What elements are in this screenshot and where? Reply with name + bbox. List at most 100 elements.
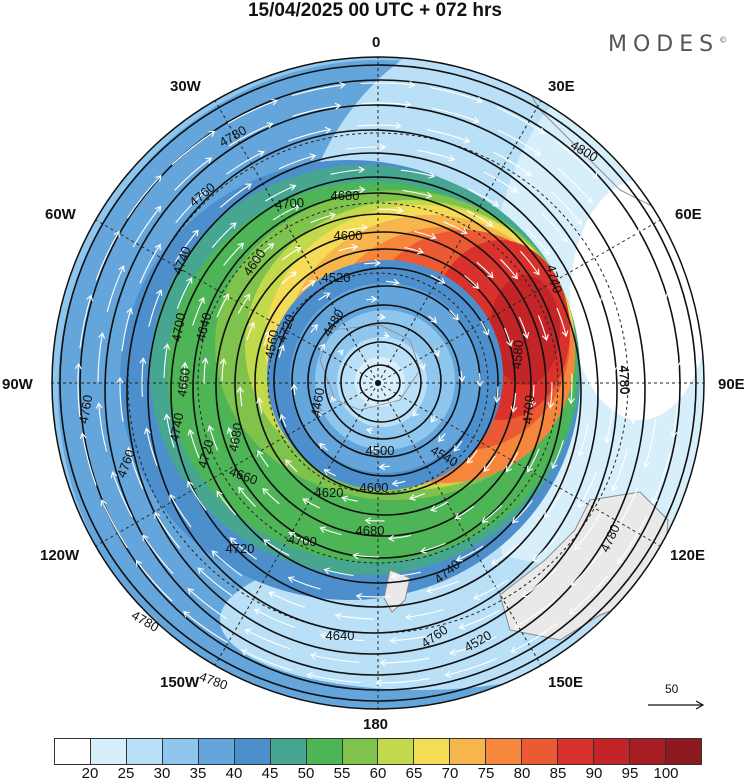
wind-vector-head <box>293 204 301 211</box>
wind-vector-head <box>142 534 149 542</box>
wind-vector-head <box>511 516 519 524</box>
wind-vector-head <box>374 259 381 267</box>
wind-vector-head <box>222 293 229 301</box>
wind-vector-head <box>237 242 245 250</box>
wind-vector-head <box>205 157 213 164</box>
wind-vector-head <box>425 586 433 594</box>
wind-vector-head <box>290 383 298 391</box>
wind-vector-head <box>339 81 346 89</box>
wind-vector-head <box>575 218 582 225</box>
contour-label: 4720 <box>226 541 255 556</box>
wind-vector-head <box>390 572 397 580</box>
wind-vector-head <box>673 361 681 369</box>
contour-label: 4700 <box>287 532 317 549</box>
wind-vector-head <box>262 487 269 495</box>
wind-vector-head <box>289 184 297 191</box>
wind-vector-head <box>279 413 286 421</box>
wind-vector-head <box>463 136 471 144</box>
wind-vector-head <box>466 457 474 464</box>
wind-vector-head <box>198 296 205 304</box>
colorbar-tick: 45 <box>261 765 279 782</box>
colorbar-tick: 50 <box>297 765 315 782</box>
brand-text: MODES <box>608 32 720 57</box>
wind-vector-head <box>420 547 427 554</box>
wind-vector-head <box>378 463 386 471</box>
wind-vector-head <box>379 143 387 151</box>
wind-vector-head <box>288 532 296 539</box>
wind-vector-head <box>98 332 106 339</box>
label-90e: 90E <box>718 376 745 393</box>
wind-vector-head <box>534 149 542 156</box>
wind-vector-head <box>154 205 162 213</box>
wind-vector-head <box>624 255 632 263</box>
contour-label: 4580 <box>509 340 526 370</box>
wind-vector-head <box>437 435 445 442</box>
wind-vector-head <box>155 175 162 182</box>
colorbar-swatch <box>162 739 199 764</box>
wind-vector-head <box>408 494 416 501</box>
wind-vector-head <box>135 559 143 567</box>
contour-label: 4720 <box>195 438 217 470</box>
wind-vector-head <box>309 652 317 660</box>
wind-vector-head <box>334 102 342 110</box>
colorbar-tick: 75 <box>477 765 495 782</box>
wind-vector-head <box>511 272 518 280</box>
wind-vector-head <box>476 380 484 388</box>
colorbar-swatch <box>630 739 666 764</box>
wind-vector-head <box>578 501 585 509</box>
wind-vector-head <box>449 648 456 656</box>
contour-label: 4660 <box>174 367 193 398</box>
wind-vector-head <box>576 311 584 319</box>
wind-vector-head <box>577 450 585 457</box>
wind-vector-head <box>433 350 440 358</box>
contour-label: 4620 <box>315 485 344 500</box>
wind-vector-head <box>412 409 419 417</box>
wind-vector-head <box>651 497 658 505</box>
wind-vector-head <box>278 344 285 352</box>
wind-vector-head <box>510 646 518 653</box>
wind-vector-head <box>192 229 199 237</box>
label-60w: 60W <box>45 206 76 223</box>
colorbar-swatch <box>126 739 163 764</box>
wind-vector-head <box>483 465 490 473</box>
wind-vector-head <box>430 505 437 512</box>
wind-vector-head <box>245 183 252 190</box>
wind-vector-head <box>405 613 412 621</box>
wind-vector-head <box>285 459 292 466</box>
wind-vector-head <box>454 513 462 520</box>
wind-vector-head <box>257 150 265 157</box>
wind-vector-head <box>163 413 171 421</box>
colorbar-swatch <box>306 739 343 764</box>
wind-vector-head <box>199 190 207 197</box>
wind-vector-head <box>257 449 264 457</box>
wind-vector-head <box>452 313 459 321</box>
wind-vector-head <box>306 672 313 679</box>
wind-vector-head <box>324 126 332 134</box>
wind-vector-head <box>458 375 466 383</box>
wind-vector-head <box>329 212 336 219</box>
wind-vector-head <box>455 555 463 562</box>
wind-vector-head <box>319 442 326 450</box>
meridian-line <box>377 219 661 384</box>
wind-vector-head <box>244 628 252 635</box>
wind-vector-head <box>181 361 189 369</box>
wind-vector-head <box>527 465 534 473</box>
contour-label: 4780 <box>197 669 229 693</box>
contour-label: 4760 <box>76 394 96 425</box>
wind-vector-head <box>630 417 638 425</box>
contour-label: 4560 <box>262 329 282 360</box>
wind-vector-head <box>604 436 611 444</box>
wind-vector-head <box>586 196 593 204</box>
wind-vector-head <box>74 362 82 370</box>
wind-vector-head <box>429 233 437 240</box>
wind-vector-head <box>444 670 452 678</box>
wind-vector-head <box>229 537 237 544</box>
wind-vector-head <box>155 289 163 297</box>
wind-vector-head <box>359 186 366 194</box>
wind-vector-head <box>453 445 460 452</box>
wind-vector-head <box>542 334 549 341</box>
south-pole-marker <box>375 380 381 386</box>
contour-label: 4700 <box>275 195 305 212</box>
contour-label: 4740 <box>167 412 187 443</box>
